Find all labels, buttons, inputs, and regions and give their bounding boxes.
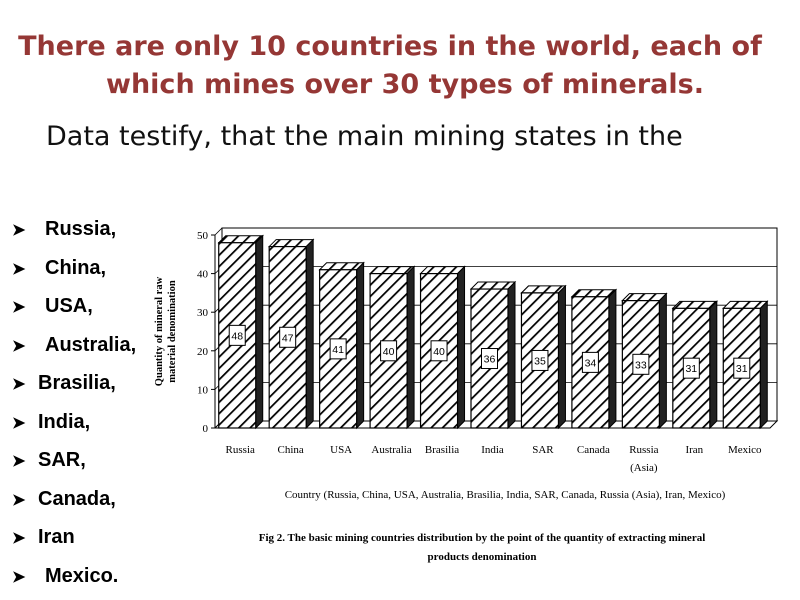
bar-side [305,238,314,430]
list-item: ➤ USA, [12,287,136,326]
list-item: ➤ Iran [12,518,136,557]
arrow-bullet-icon: ➤ [12,337,26,355]
data-label-box [682,357,700,379]
data-label: 47 [282,332,294,344]
chart-caption: products denomination [428,551,537,563]
y-tick-label: 40 [197,269,209,281]
slide-title: There are only 10 countries in the world… [0,28,800,104]
mining-bar-chart: 0 10 20 30 40 50 Quantity of mineral raw materi… [154,227,779,563]
data-label: 40 [383,346,395,358]
x-axis-label: Country (Russia, China, USA, Australia, … [285,489,726,501]
bar-side [658,292,667,430]
x-tick-label: SAR [532,444,554,456]
slide-title-line-1: There are only 10 countries in the world… [18,31,762,62]
x-tick-label: India [481,444,504,456]
list-item-label: Australia, [45,333,137,356]
y-axis-label: material denomination [167,280,178,383]
y-tick-label: 0 [203,423,209,435]
country-list: ➤ Russia, ➤ China, ➤ USA, ➤ Australia, ➤ Brasilia… [12,210,136,595]
chart-caption: Fig 2. The basic mining countries distri… [259,532,706,544]
bar-side [507,280,516,430]
bar-side [457,265,466,430]
list-item: ➤ Russia, [12,210,136,249]
list-item-label: Mexico. [45,564,119,587]
y-tick-label: 30 [197,307,209,319]
arrow-bullet-icon: ➤ [12,530,26,547]
list-item-label: India, [38,410,91,433]
x-tick-label: Australia [371,444,411,456]
x-tick-label: China [278,444,304,456]
bar-side [608,288,617,430]
arrow-bullet-icon: ➤ [12,376,26,393]
list-item: ➤ Australia, [12,326,136,365]
data-label: 34 [585,357,597,369]
data-label-box [329,338,347,360]
data-label-box [531,349,549,371]
list-item: ➤ Brasilia, [12,364,136,403]
arrow-bullet-icon: ➤ [12,453,26,470]
arrow-bullet-icon: ➤ [12,260,26,278]
y-tick-label: 10 [197,384,209,396]
data-label: 48 [231,330,243,342]
data-label-box [632,353,650,375]
bar-side [255,234,264,430]
x-tick-label: USA [330,444,352,456]
list-item: ➤ Mexico. [12,557,136,596]
x-tick-label: Russia [629,444,658,456]
arrow-bullet-icon: ➤ [12,222,26,239]
arrow-bullet-icon: ➤ [12,414,26,432]
list-item-label: USA, [45,295,93,317]
slide-subtitle: Data testify, that the main mining state… [46,121,683,152]
list-item: ➤ Canada, [12,480,136,519]
arrow-bullet-icon: ➤ [12,491,26,509]
data-label-box [430,340,448,362]
list-item-label: SAR, [38,449,86,471]
data-label: 40 [433,346,445,358]
list-item-label: Iran [38,526,75,548]
data-label-box [481,348,498,370]
data-label-box [279,326,297,348]
y-tick-label: 20 [197,346,209,358]
data-label-box [228,324,246,346]
y-tick-label: 50 [197,230,209,242]
data-label-box [733,357,751,379]
list-item: ➤ China, [12,249,136,288]
arrow-bullet-icon: ➤ [12,568,26,586]
data-label: 31 [685,363,697,375]
x-tick-label: Canada [577,444,610,456]
x-tick-label: Mexico [728,444,762,456]
data-label-box [581,351,599,373]
bar-side [356,261,365,430]
bar-side [557,284,566,430]
data-label: 33 [635,359,647,371]
list-item-label: Russia, [45,218,117,240]
x-tick-label: Russia [226,444,255,456]
bar-side [406,265,415,430]
data-label: 35 [534,355,546,367]
x-tick-label: Iran [685,444,703,456]
data-label: 41 [332,344,344,356]
list-item-label: China, [45,256,107,279]
gridline [214,227,223,236]
data-label-box [380,340,398,362]
list-item: ➤ India, [12,403,136,442]
data-label: 31 [736,363,748,375]
bar-side [709,300,718,430]
x-tick-label: (Asia) [630,462,658,474]
data-label: 36 [484,354,496,366]
y-axis-label: Quantity of mineral raw [154,276,165,386]
bar-side [759,300,768,430]
list-item: ➤ SAR, [12,441,136,480]
x-tick-label: Brasilia [425,444,459,456]
list-item-label: Brasilia, [38,372,116,394]
list-item-label: Canada, [38,487,116,510]
arrow-bullet-icon: ➤ [12,299,26,316]
slide-title-line-2: which mines over 30 types of minerals. [106,69,704,100]
